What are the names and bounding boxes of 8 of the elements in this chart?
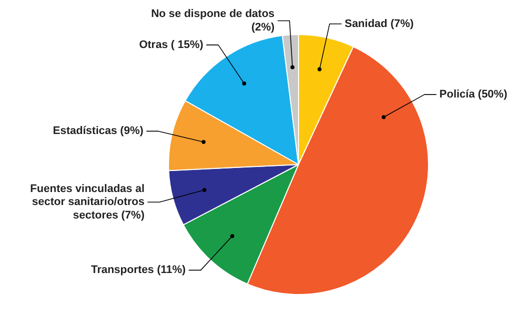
slice-label: Policía (50%) <box>439 88 508 101</box>
slice-label: Sanidad (7%) <box>344 18 414 30</box>
slice-label: Otras ( 15%) <box>139 38 204 51</box>
data-label: (2%) <box>251 21 275 34</box>
slice-label: Estadísticas (9%) <box>52 125 144 138</box>
slice-label: Transportes (11%) <box>90 264 186 276</box>
slice-label: Fuentes vinculadas al sector sanitario/otros sectores (7%) <box>30 182 145 222</box>
slice-label: No se dispone de datos <box>151 8 275 20</box>
